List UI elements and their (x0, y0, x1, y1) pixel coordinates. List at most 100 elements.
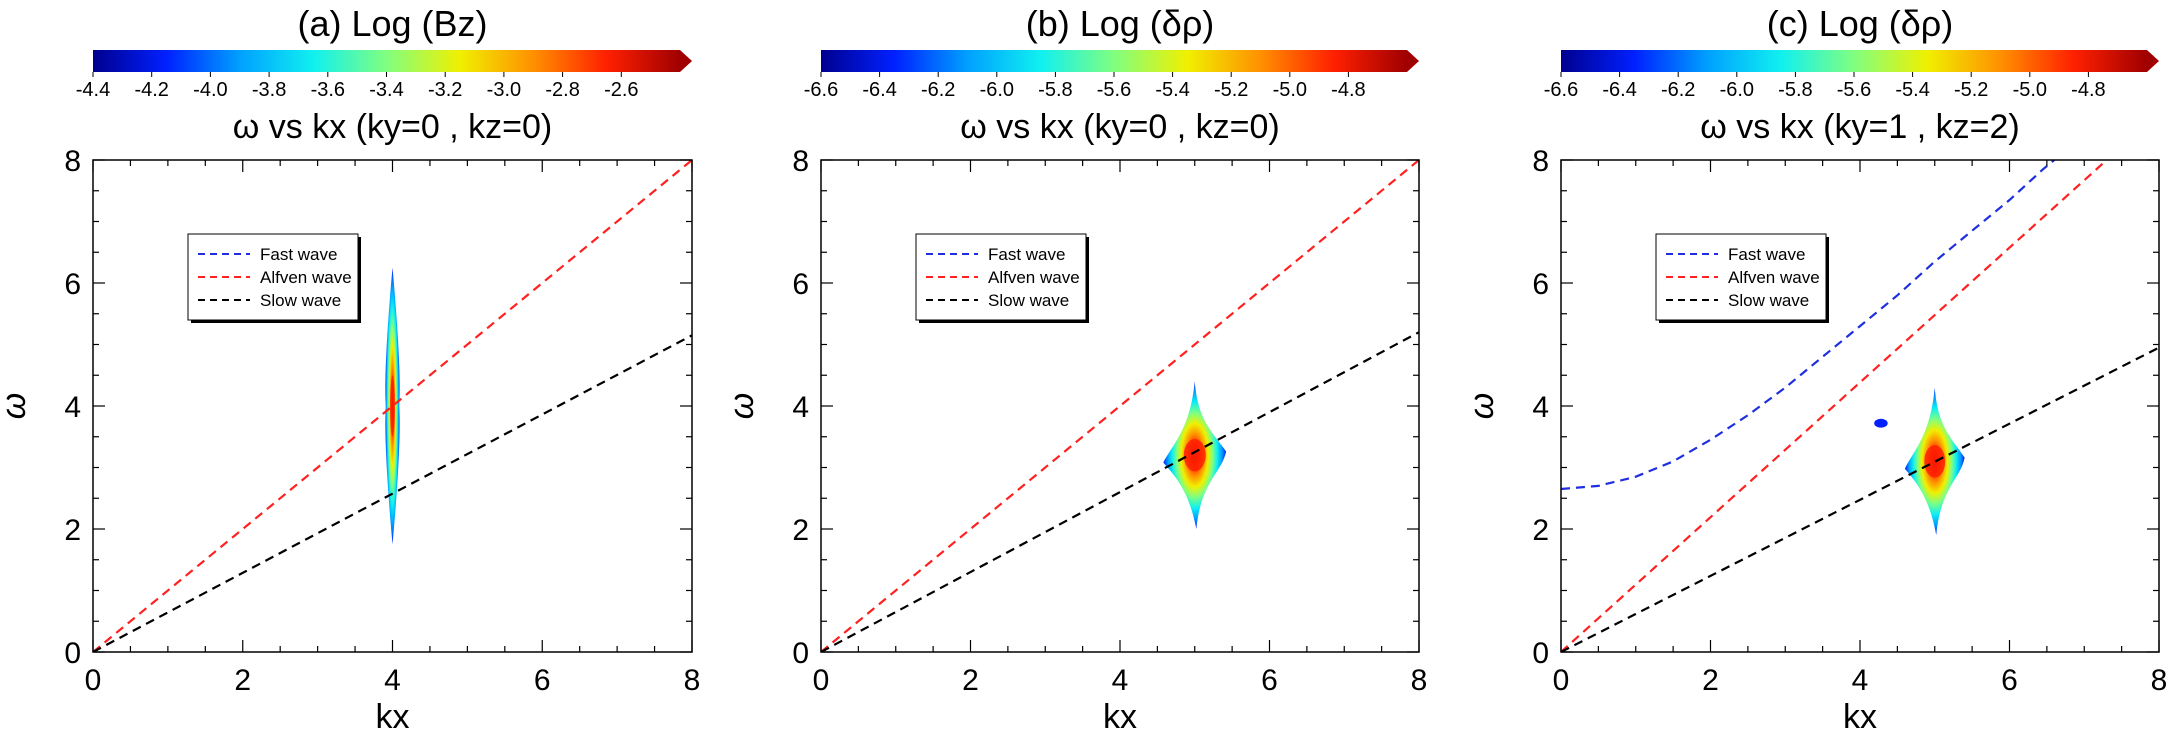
colorbar-tick-label: -3.8 (252, 79, 286, 101)
colorbar-tick-label: -6.4 (862, 79, 896, 101)
x-tick-label: 2 (234, 664, 251, 697)
y-tick-label: 6 (1532, 268, 1549, 301)
contour-core (390, 375, 395, 437)
colorbar-tick-label: -5.6 (1097, 79, 1131, 101)
fast-wave-curve (1561, 160, 2055, 491)
panel-3: (c) Log (δρ) -6.6 -6.4 -6.2 -6.0 -5.8 -5.6 -5.4… (1463, 3, 2167, 736)
x-tick-label: 0 (85, 664, 102, 697)
panel-1: (a) Log (Bz) -4.4 -4.2 -4.0 -3.8 -3.6 -3.4 -3.2… (0, 3, 700, 736)
alfven-wave-curve (1561, 160, 2108, 652)
y-tick-label: 6 (792, 268, 809, 301)
x-tick-label: 4 (1112, 664, 1129, 697)
colorbar-tick-label: -5.4 (1155, 79, 1189, 101)
x-axis-label: kx (1103, 698, 1137, 736)
y-axis-label: ω (723, 393, 761, 419)
colorbar-tick-label: -5.8 (1778, 79, 1812, 101)
x-tick-label: 8 (2151, 664, 2168, 697)
y-tick-label: 6 (64, 268, 81, 301)
slow-wave-curve (1561, 346, 2159, 652)
y-tick-label: 2 (64, 514, 81, 547)
panel-title: (c) Log (δρ) (1767, 3, 1954, 44)
colorbar-tick-label: -5.0 (1273, 79, 1307, 101)
colorbar-tick-label: -6.2 (921, 79, 955, 101)
y-tick-label: 8 (64, 145, 81, 178)
x-tick-label: 0 (813, 664, 830, 697)
x-tick-label: 8 (684, 664, 701, 697)
contour-core (1924, 445, 1946, 478)
panel-subtitle: ω vs kx (ky=0 , kz=0) (233, 108, 552, 146)
colorbar-tick-label: -3.6 (311, 79, 345, 101)
colorbar-arrow (680, 50, 692, 72)
y-tick-label: 8 (792, 145, 809, 178)
colorbar-tick-label: -3.4 (369, 79, 403, 101)
legend-label: Slow wave (1728, 291, 1809, 310)
x-tick-label: 2 (962, 664, 979, 697)
x-axis-label: kx (1843, 698, 1877, 736)
y-tick-label: 2 (1532, 514, 1549, 547)
panel-subtitle: ω vs kx (ky=0 , kz=0) (960, 108, 1279, 146)
panel-title: (b) Log (δρ) (1026, 3, 1215, 44)
plot-area (821, 160, 1419, 652)
x-tick-label: 4 (384, 664, 401, 697)
x-axis-label: kx (376, 698, 410, 736)
legend: Fast wave Alfven wave Slow wave (915, 233, 1089, 323)
x-tick-label: 6 (534, 664, 551, 697)
axes-frame (820, 159, 1420, 653)
slow-wave-curve (821, 331, 1419, 652)
colorbar-tick-label: -4.8 (1331, 79, 1365, 101)
colorbar-tick-label: -5.2 (1954, 79, 1988, 101)
alfven-wave-curve (821, 160, 1419, 652)
colorbar-tick-label: -4.8 (2071, 79, 2105, 101)
legend-label: Fast wave (1728, 245, 1805, 264)
colorbar-tick-label: -6.2 (1661, 79, 1695, 101)
x-tick-label: 8 (1411, 664, 1428, 697)
legend-label: Alfven wave (260, 268, 352, 287)
y-tick-label: 4 (792, 391, 809, 424)
x-tick-label: 2 (1702, 664, 1719, 697)
panel-title: (a) Log (Bz) (297, 3, 487, 44)
colorbar-tick-label: -2.6 (604, 79, 638, 101)
alfven-wave-curve (93, 160, 692, 652)
contour-core (1183, 438, 1206, 472)
y-tick-label: 0 (792, 637, 809, 670)
axes-frame (1560, 159, 2160, 653)
panel-subtitle: ω vs kx (ky=1 , kz=2) (1700, 108, 2019, 146)
legend-label: Slow wave (988, 291, 1069, 310)
colorbar-tick-label: -6.4 (1602, 79, 1636, 101)
y-tick-label: 4 (64, 391, 81, 424)
colorbar-tick-label: -5.6 (1837, 79, 1871, 101)
colorbar (821, 50, 1407, 72)
x-tick-label: 6 (2001, 664, 2018, 697)
colorbar-tick-label: -6.6 (1544, 79, 1578, 101)
panel-2: (b) Log (δρ) -6.6 -6.4 -6.2 -6.0 -5.8 -5.6 -5.4… (723, 3, 1427, 736)
colorbar-tick-label: -4.4 (76, 79, 110, 101)
legend-label: Alfven wave (1728, 268, 1820, 287)
x-tick-label: 6 (1261, 664, 1278, 697)
legend-label: Fast wave (988, 245, 1065, 264)
colorbar-tick-label: -5.8 (1038, 79, 1072, 101)
y-tick-label: 0 (64, 637, 81, 670)
colorbar (93, 50, 680, 72)
y-axis-label: ω (1463, 393, 1501, 419)
contour-speck (1874, 418, 1888, 428)
y-tick-label: 2 (792, 514, 809, 547)
slow-wave-curve (93, 334, 692, 652)
colorbar-tick-label: -6.0 (980, 79, 1014, 101)
colorbar-tick-label: -6.0 (1720, 79, 1754, 101)
colorbar-tick-label: -5.0 (2013, 79, 2047, 101)
colorbar-tick-label: -6.6 (804, 79, 838, 101)
x-tick-label: 0 (1553, 664, 1570, 697)
legend: Fast wave Alfven wave Slow wave (187, 233, 361, 323)
plot-area (93, 160, 692, 652)
colorbar-arrow (2147, 50, 2159, 72)
legend: Fast wave Alfven wave Slow wave (1655, 233, 1829, 323)
colorbar-arrow (1407, 50, 1419, 72)
colorbar-tick-label: -5.4 (1895, 79, 1929, 101)
colorbar-tick-label: -5.2 (1214, 79, 1248, 101)
contour-blob (385, 267, 400, 545)
x-tick-label: 4 (1852, 664, 1869, 697)
y-tick-label: 8 (1532, 145, 1549, 178)
y-tick-label: 4 (1532, 391, 1549, 424)
colorbar-tick-label: -4.0 (193, 79, 227, 101)
